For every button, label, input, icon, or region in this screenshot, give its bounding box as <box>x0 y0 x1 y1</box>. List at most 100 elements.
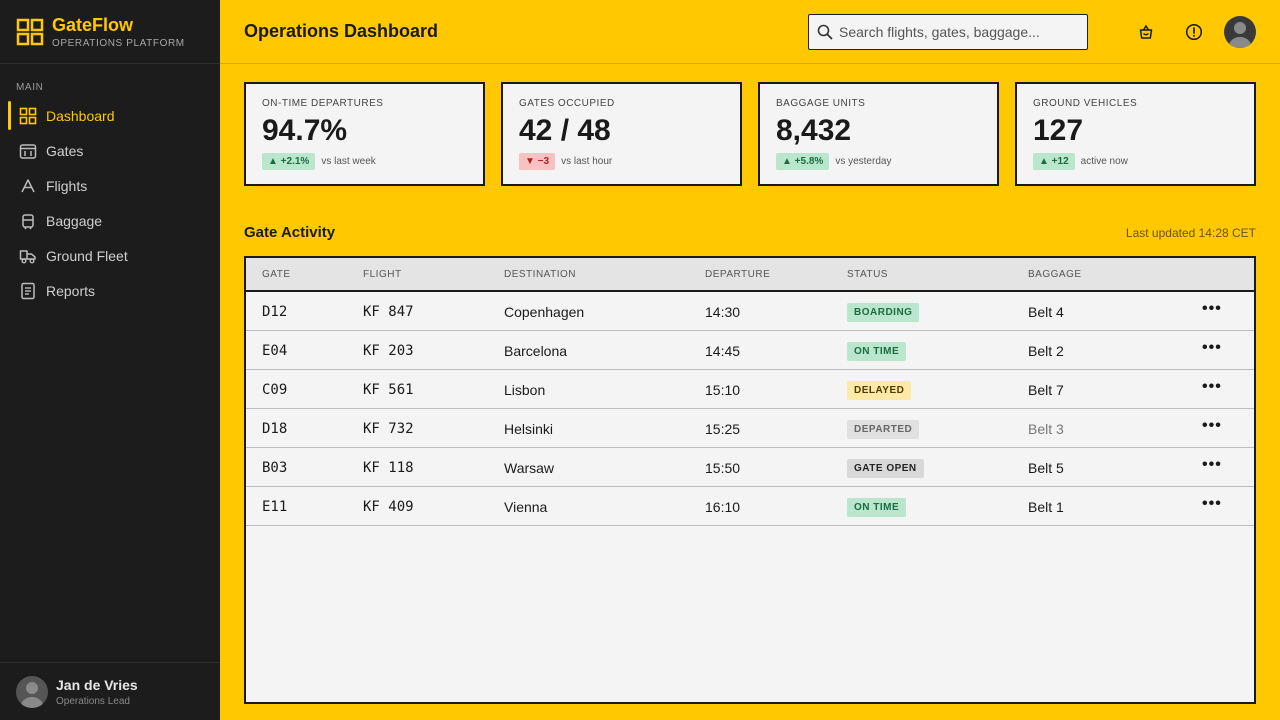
user-profile[interactable]: Jan de Vries Operations Lead <box>0 662 220 720</box>
column-header-status[interactable]: STATUS <box>847 269 888 280</box>
sidebar-item-baggage[interactable]: Baggage <box>0 203 220 238</box>
status-badge: GATE OPEN <box>847 459 924 478</box>
sidebar-item-ground-fleet[interactable]: Ground Fleet <box>0 238 220 273</box>
kpi-card-on-time: ON-TIME DEPARTURES 94.7% ▲ +2.1% vs last… <box>244 82 485 186</box>
column-header-destination[interactable]: DESTINATION <box>504 269 576 280</box>
kpi-note: vs yesterday <box>835 156 892 167</box>
gate-cell: D18 <box>262 421 288 437</box>
table-row[interactable]: E04 KF 203 Barcelona 14:45 ON TIME Belt … <box>246 331 1254 370</box>
sidebar-item-label: Gates <box>46 142 84 159</box>
destination-cell: Lisbon <box>504 382 546 398</box>
sidebar-item-reports[interactable]: Reports <box>0 273 220 308</box>
more-actions-icon[interactable]: ••• <box>1202 456 1222 473</box>
status-badge: DELAYED <box>847 381 912 400</box>
nav-section-label: MAIN <box>16 82 44 93</box>
alert-icon[interactable] <box>1184 22 1204 42</box>
avatar <box>16 675 48 708</box>
baggage-cell: Belt 1 <box>1028 499 1064 515</box>
more-actions-icon[interactable]: ••• <box>1202 378 1222 395</box>
sidebar-item-label: Baggage <box>46 212 103 229</box>
table-row[interactable]: D18 KF 732 Helsinki 15:25 DEPARTED Belt … <box>246 409 1254 448</box>
sidebar-item-label: Flights <box>46 177 88 194</box>
more-actions-icon[interactable]: ••• <box>1202 300 1222 317</box>
departure-cell: 15:25 <box>705 421 741 437</box>
destination-cell: Helsinki <box>504 421 554 437</box>
search-input[interactable] <box>839 24 1079 40</box>
table-row[interactable]: C09 KF 561 Lisbon 15:10 DELAYED Belt 7 •… <box>246 370 1254 409</box>
gate-cell: B03 <box>262 460 288 476</box>
column-header-flight[interactable]: FLIGHT <box>363 269 402 280</box>
sidebar-item-label: Reports <box>46 282 96 299</box>
avatar[interactable] <box>1224 16 1256 48</box>
column-header-departure[interactable]: DEPARTURE <box>705 269 771 280</box>
departure-cell: 14:30 <box>705 304 741 320</box>
plane-icon <box>18 176 38 196</box>
sidebar-item-dashboard[interactable]: Dashboard <box>0 98 220 133</box>
trend-down-badge: ▼ −3 <box>519 153 556 170</box>
baggage-cell: Belt 4 <box>1028 304 1064 320</box>
search-icon <box>817 24 833 40</box>
flight-cell: KF 732 <box>363 421 414 437</box>
flight-cell: KF 409 <box>363 499 414 515</box>
more-actions-icon[interactable]: ••• <box>1202 417 1222 434</box>
top-bar: Operations Dashboard <box>220 0 1280 64</box>
table-row[interactable]: E11 KF 409 Vienna 16:10 ON TIME Belt 1 •… <box>246 487 1254 526</box>
table-header: GATE FLIGHT DESTINATION DEPARTURE STATUS… <box>246 258 1254 292</box>
kpi-label: GATES OCCUPIED <box>519 98 615 109</box>
sidebar-item-label: Dashboard <box>46 107 115 124</box>
column-header-gate[interactable]: GATE <box>262 269 291 280</box>
destination-cell: Warsaw <box>504 460 555 476</box>
baggage-cell: Belt 3 <box>1028 421 1064 437</box>
departure-cell: 14:45 <box>705 343 741 359</box>
baggage-icon <box>18 211 38 231</box>
destination-cell: Barcelona <box>504 343 568 359</box>
baggage-cell: Belt 2 <box>1028 343 1064 359</box>
status-badge: DEPARTED <box>847 420 920 439</box>
more-actions-icon[interactable]: ••• <box>1202 339 1222 356</box>
sidebar: GateFlow OPERATIONS PLATFORM MAIN Dashbo… <box>0 0 220 720</box>
gate-cell: E04 <box>262 343 288 359</box>
flight-cell: KF 118 <box>363 460 414 476</box>
flight-cell: KF 847 <box>363 304 414 320</box>
brand[interactable]: GateFlow OPERATIONS PLATFORM <box>0 0 220 64</box>
gate-activity-table: GATE FLIGHT DESTINATION DEPARTURE STATUS… <box>244 256 1256 704</box>
baggage-cell: Belt 5 <box>1028 460 1064 476</box>
gate-icon <box>18 141 38 161</box>
kpi-note: vs last hour <box>561 156 613 167</box>
destination-cell: Copenhagen <box>504 304 585 320</box>
table-row[interactable]: B03 KF 118 Warsaw 15:50 GATE OPEN Belt 5… <box>246 448 1254 487</box>
kpi-label: BAGGAGE UNITS <box>776 98 866 109</box>
sidebar-item-gates[interactable]: Gates <box>0 133 220 168</box>
kpi-note: vs last week <box>321 156 376 167</box>
page-title: Operations Dashboard <box>244 21 439 41</box>
kpi-value: 42 / 48 <box>519 114 611 147</box>
departure-cell: 15:10 <box>705 382 741 398</box>
status-badge: ON TIME <box>847 498 907 517</box>
gate-cell: D12 <box>262 304 288 320</box>
table-row[interactable]: D12 KF 847 Copenhagen 14:30 BOARDING Bel… <box>246 292 1254 331</box>
trend-up-badge: ▲ +12 <box>1033 153 1075 170</box>
kpi-card-gates: GATES OCCUPIED 42 / 48 ▼ −3 vs last hour <box>501 82 742 186</box>
kpi-card-baggage: BAGGAGE UNITS 8,432 ▲ +5.8% vs yesterday <box>758 82 999 186</box>
column-header-baggage[interactable]: BAGGAGE <box>1028 269 1082 280</box>
trend-up-badge: ▲ +2.1% <box>262 153 316 170</box>
brand-subtitle: OPERATIONS PLATFORM <box>52 37 185 49</box>
sidebar-item-label: Ground Fleet <box>46 247 128 264</box>
sidebar-item-flights[interactable]: Flights <box>0 168 220 203</box>
kpi-value: 127 <box>1033 114 1084 147</box>
kpi-card-vehicles: GROUND VEHICLES 127 ▲ +12 active now <box>1015 82 1256 186</box>
search-box[interactable] <box>808 14 1088 50</box>
report-icon <box>18 281 38 301</box>
gate-cell: E11 <box>262 499 288 515</box>
truck-icon <box>18 246 38 266</box>
last-updated: Last updated 14:28 CET <box>1125 226 1256 240</box>
flight-cell: KF 203 <box>363 343 414 359</box>
grid-icon <box>18 106 38 126</box>
kpi-value: 94.7% <box>262 114 348 147</box>
more-actions-icon[interactable]: ••• <box>1202 495 1222 512</box>
baggage-cell: Belt 7 <box>1028 382 1064 398</box>
basket-icon[interactable] <box>1136 22 1156 42</box>
kpi-label: ON-TIME DEPARTURES <box>262 98 384 109</box>
user-role: Operations Lead <box>56 695 130 707</box>
flight-cell: KF 561 <box>363 382 414 398</box>
